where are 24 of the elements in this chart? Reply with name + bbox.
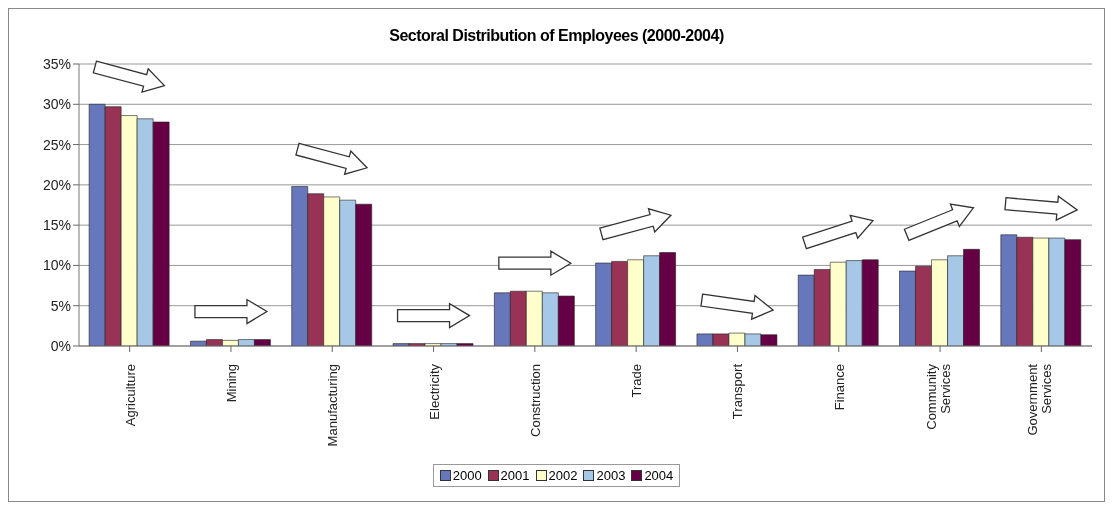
legend-label: 2003 <box>595 468 626 483</box>
y-tick-label: 5% <box>50 297 71 314</box>
y-tick-label: 15% <box>42 217 71 234</box>
y-tick-label: 30% <box>42 96 71 113</box>
y-tick-label: 25% <box>42 136 71 153</box>
x-tick-label: Manufacturing <box>325 364 341 447</box>
legend-label: 2002 <box>547 468 578 483</box>
y-tick-label: 35% <box>42 55 71 72</box>
legend-label: 2004 <box>643 468 674 483</box>
x-tick-label: Transport <box>730 363 746 420</box>
x-tick-label: Agriculture <box>122 364 138 427</box>
y-tick-label: 0% <box>50 337 71 354</box>
chart-title: Sectoral Distribution of Employees (2000-2004) <box>388 27 725 45</box>
x-tick-label: Community Services <box>924 363 954 430</box>
x-tick-label: Trade <box>629 364 645 398</box>
x-tick-label: Construction <box>527 364 543 437</box>
x-tick-label: Electricity <box>426 363 442 420</box>
x-tick-label: Finance <box>831 364 847 411</box>
legend-label: 2001 <box>499 468 530 483</box>
y-tick-label: 20% <box>42 176 71 193</box>
x-tick-label: Government Services <box>1025 363 1055 436</box>
x-tick-label: Mining <box>223 364 239 403</box>
legend-label: 2000 <box>451 468 482 483</box>
y-tick-label: 10% <box>42 257 71 274</box>
